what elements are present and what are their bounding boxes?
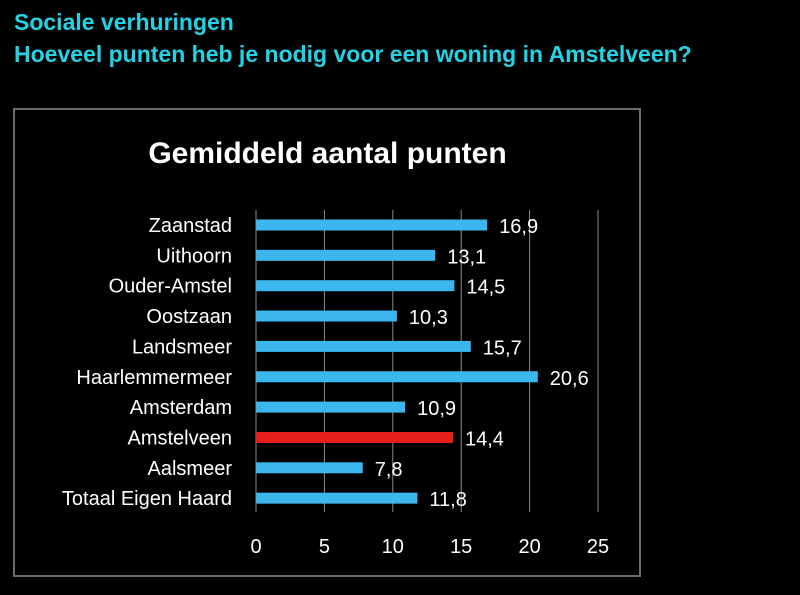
value-label: 16,9 — [499, 216, 538, 238]
bar — [256, 371, 538, 383]
slide-title: Sociale verhuringen Hoeveel punten heb j… — [14, 6, 692, 70]
bar — [256, 431, 453, 443]
bar — [256, 462, 363, 474]
x-tick-label: 0 — [250, 536, 261, 558]
x-tick-label: 10 — [382, 536, 404, 558]
category-label: Zaanstad — [149, 215, 232, 237]
bar — [256, 401, 406, 413]
value-label: 10,3 — [409, 307, 448, 329]
value-label: 13,1 — [447, 246, 486, 268]
bar — [256, 280, 455, 292]
bar — [256, 310, 397, 322]
value-label: 14,4 — [465, 428, 504, 450]
category-label: Haarlemmermeer — [76, 367, 232, 389]
bar — [256, 219, 488, 231]
category-label: Uithoorn — [156, 245, 232, 267]
slide-title-line-2: Hoeveel punten heb je nodig voor een won… — [14, 41, 692, 67]
value-label: 10,9 — [417, 398, 456, 420]
value-label: 14,5 — [466, 277, 505, 299]
category-label: Landsmeer — [132, 336, 232, 358]
value-label: 15,7 — [483, 337, 522, 359]
bar — [256, 340, 471, 352]
category-label: Totaal Eigen Haard — [62, 488, 232, 510]
x-tick-label: 5 — [319, 536, 330, 558]
category-label: Oostzaan — [146, 306, 232, 328]
category-label: Amstelveen — [128, 427, 233, 449]
value-label: 11,8 — [429, 489, 466, 511]
category-label: Amsterdam — [130, 397, 232, 419]
bar — [256, 492, 418, 504]
bar — [256, 249, 436, 261]
category-label: Aalsmeer — [148, 458, 233, 480]
x-tick-label: 20 — [518, 536, 540, 558]
chart-frame — [13, 108, 641, 577]
chart-title: Gemiddeld aantal punten — [148, 137, 507, 170]
value-label: 7,8 — [375, 459, 403, 481]
category-label: Ouder-Amstel — [109, 276, 232, 298]
x-tick-label: 15 — [450, 536, 472, 558]
slide-title-line-1: Sociale verhuringen — [14, 9, 234, 35]
x-tick-label: 25 — [587, 536, 609, 558]
value-label: 20,6 — [550, 368, 589, 390]
